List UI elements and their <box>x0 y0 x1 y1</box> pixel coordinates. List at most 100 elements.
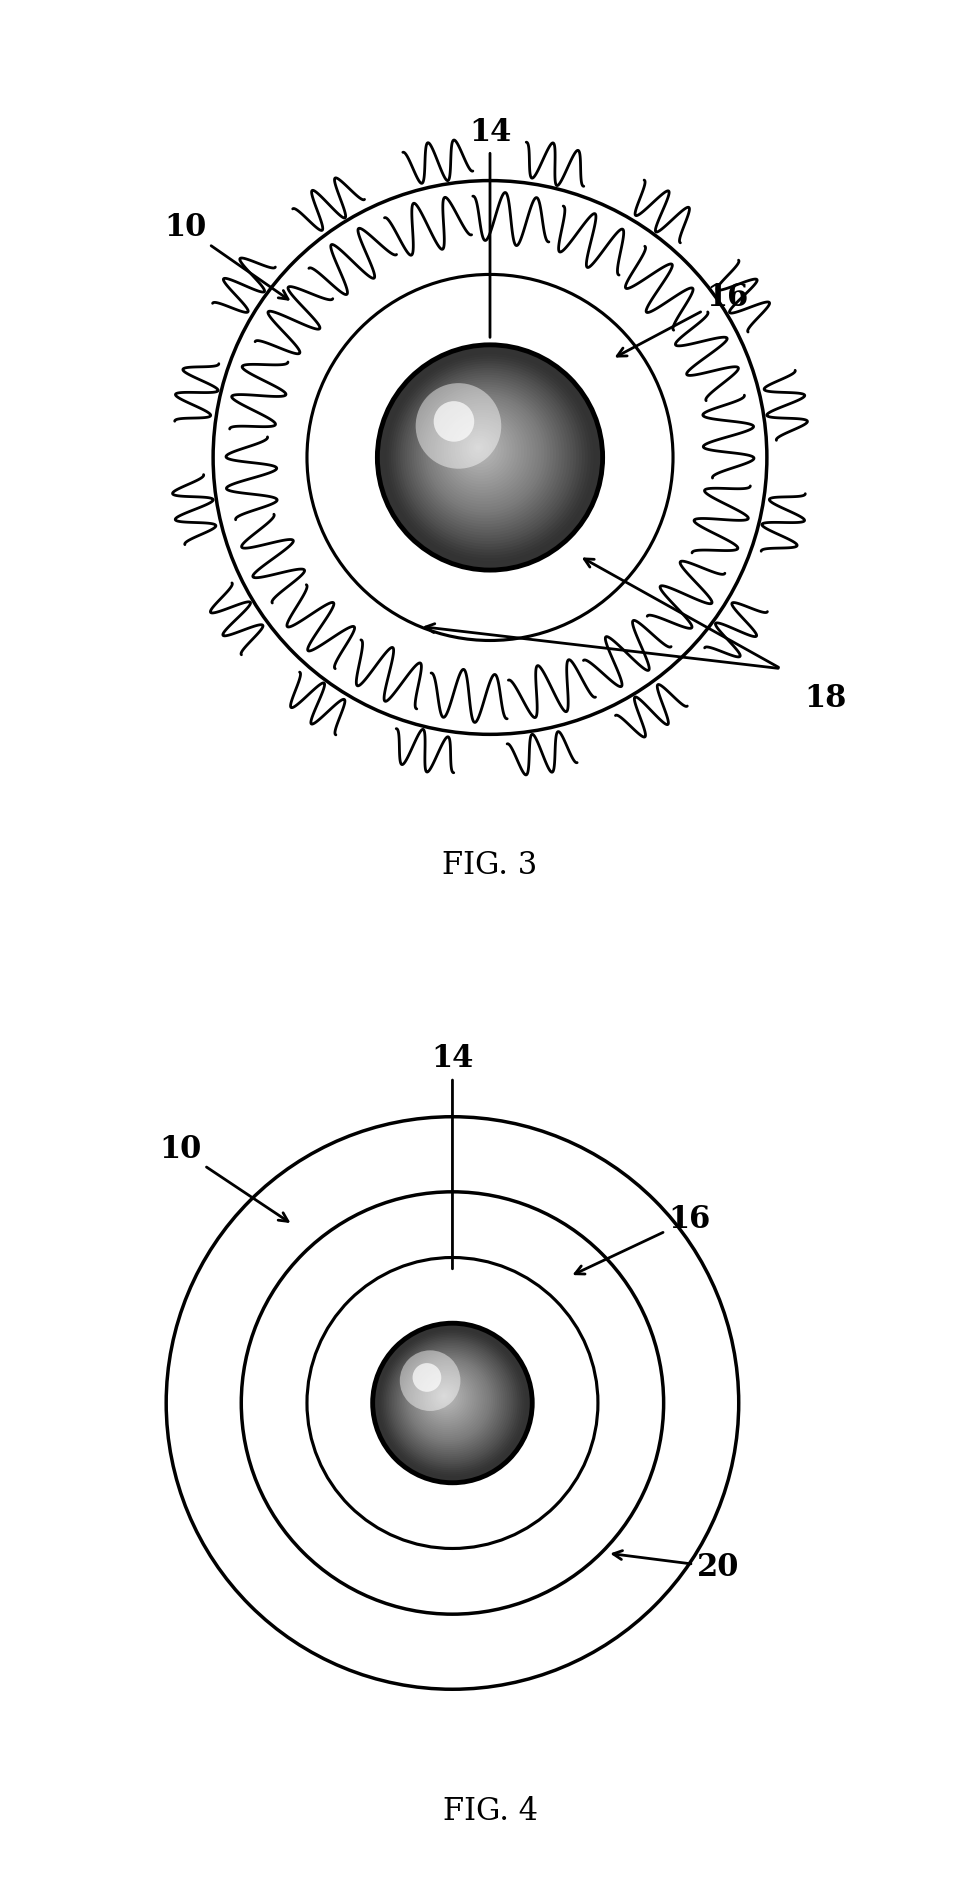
Circle shape <box>395 1346 506 1456</box>
Circle shape <box>460 429 501 471</box>
Circle shape <box>439 1391 450 1403</box>
Circle shape <box>430 399 539 507</box>
Circle shape <box>422 1374 470 1422</box>
Circle shape <box>431 1382 461 1412</box>
Circle shape <box>393 361 585 552</box>
Circle shape <box>405 1355 493 1444</box>
Circle shape <box>412 1363 485 1437</box>
Circle shape <box>372 1323 532 1482</box>
Circle shape <box>436 1387 454 1406</box>
Circle shape <box>432 400 536 505</box>
Text: FIG. 3: FIG. 3 <box>442 850 538 881</box>
Circle shape <box>432 1384 459 1410</box>
Text: 14: 14 <box>468 118 512 338</box>
Circle shape <box>442 1395 446 1397</box>
Circle shape <box>475 444 481 450</box>
Circle shape <box>418 387 553 522</box>
Circle shape <box>425 393 545 512</box>
Circle shape <box>398 366 579 547</box>
Circle shape <box>392 1344 510 1460</box>
Text: 20: 20 <box>613 1551 739 1583</box>
Circle shape <box>423 391 547 516</box>
Circle shape <box>465 433 495 465</box>
Circle shape <box>380 1330 523 1475</box>
Circle shape <box>437 1389 452 1405</box>
Text: 18: 18 <box>805 683 847 714</box>
Circle shape <box>458 427 504 473</box>
Circle shape <box>410 378 564 533</box>
Circle shape <box>397 1348 504 1454</box>
Circle shape <box>377 345 603 569</box>
Circle shape <box>468 438 489 459</box>
Circle shape <box>396 363 582 550</box>
Circle shape <box>434 400 474 442</box>
Circle shape <box>407 376 567 535</box>
Circle shape <box>434 402 533 501</box>
Circle shape <box>391 359 588 556</box>
Text: 10: 10 <box>164 213 288 300</box>
Circle shape <box>437 406 530 499</box>
Circle shape <box>414 381 559 528</box>
Circle shape <box>400 368 576 545</box>
Circle shape <box>439 408 527 495</box>
Circle shape <box>415 1367 481 1433</box>
Circle shape <box>419 1370 474 1425</box>
Circle shape <box>471 440 486 456</box>
Text: 10: 10 <box>159 1135 288 1222</box>
Text: 14: 14 <box>431 1044 473 1268</box>
Circle shape <box>429 1382 463 1414</box>
Circle shape <box>404 1355 495 1446</box>
Circle shape <box>379 1330 526 1477</box>
Circle shape <box>455 423 507 476</box>
Circle shape <box>241 1192 663 1613</box>
Circle shape <box>410 1361 487 1439</box>
Circle shape <box>427 1380 465 1416</box>
Circle shape <box>420 389 550 518</box>
Circle shape <box>412 380 562 530</box>
Circle shape <box>424 1376 468 1420</box>
Circle shape <box>416 1368 478 1429</box>
Circle shape <box>389 1340 514 1463</box>
Circle shape <box>385 1336 517 1469</box>
Circle shape <box>413 1363 441 1391</box>
Circle shape <box>384 1334 519 1471</box>
Circle shape <box>394 1344 508 1458</box>
Circle shape <box>400 1349 461 1410</box>
Circle shape <box>403 370 573 541</box>
Circle shape <box>444 412 521 490</box>
Circle shape <box>448 418 515 484</box>
Circle shape <box>386 353 594 562</box>
Circle shape <box>390 1342 512 1461</box>
Circle shape <box>400 1351 499 1450</box>
Circle shape <box>451 419 513 482</box>
Circle shape <box>387 1338 515 1467</box>
Circle shape <box>416 383 556 524</box>
Circle shape <box>389 357 591 558</box>
Circle shape <box>416 383 501 469</box>
Circle shape <box>462 431 498 467</box>
Circle shape <box>402 1353 497 1448</box>
Circle shape <box>213 180 767 735</box>
Circle shape <box>441 1393 448 1401</box>
Circle shape <box>453 421 510 478</box>
Circle shape <box>417 1368 476 1427</box>
Circle shape <box>466 437 492 461</box>
Text: 16: 16 <box>617 283 748 357</box>
Circle shape <box>434 1386 456 1408</box>
Circle shape <box>382 1332 521 1473</box>
Circle shape <box>405 372 570 539</box>
Circle shape <box>409 1359 489 1441</box>
Circle shape <box>307 1258 598 1549</box>
Circle shape <box>446 414 518 488</box>
Circle shape <box>167 1116 739 1689</box>
Circle shape <box>421 1372 472 1424</box>
Text: 16: 16 <box>575 1205 710 1274</box>
Circle shape <box>441 410 524 493</box>
Circle shape <box>473 442 483 454</box>
Circle shape <box>307 275 673 640</box>
Circle shape <box>427 397 542 511</box>
Circle shape <box>407 1357 491 1442</box>
Text: FIG. 4: FIG. 4 <box>443 1796 537 1826</box>
Circle shape <box>413 1365 483 1435</box>
Circle shape <box>426 1378 466 1418</box>
